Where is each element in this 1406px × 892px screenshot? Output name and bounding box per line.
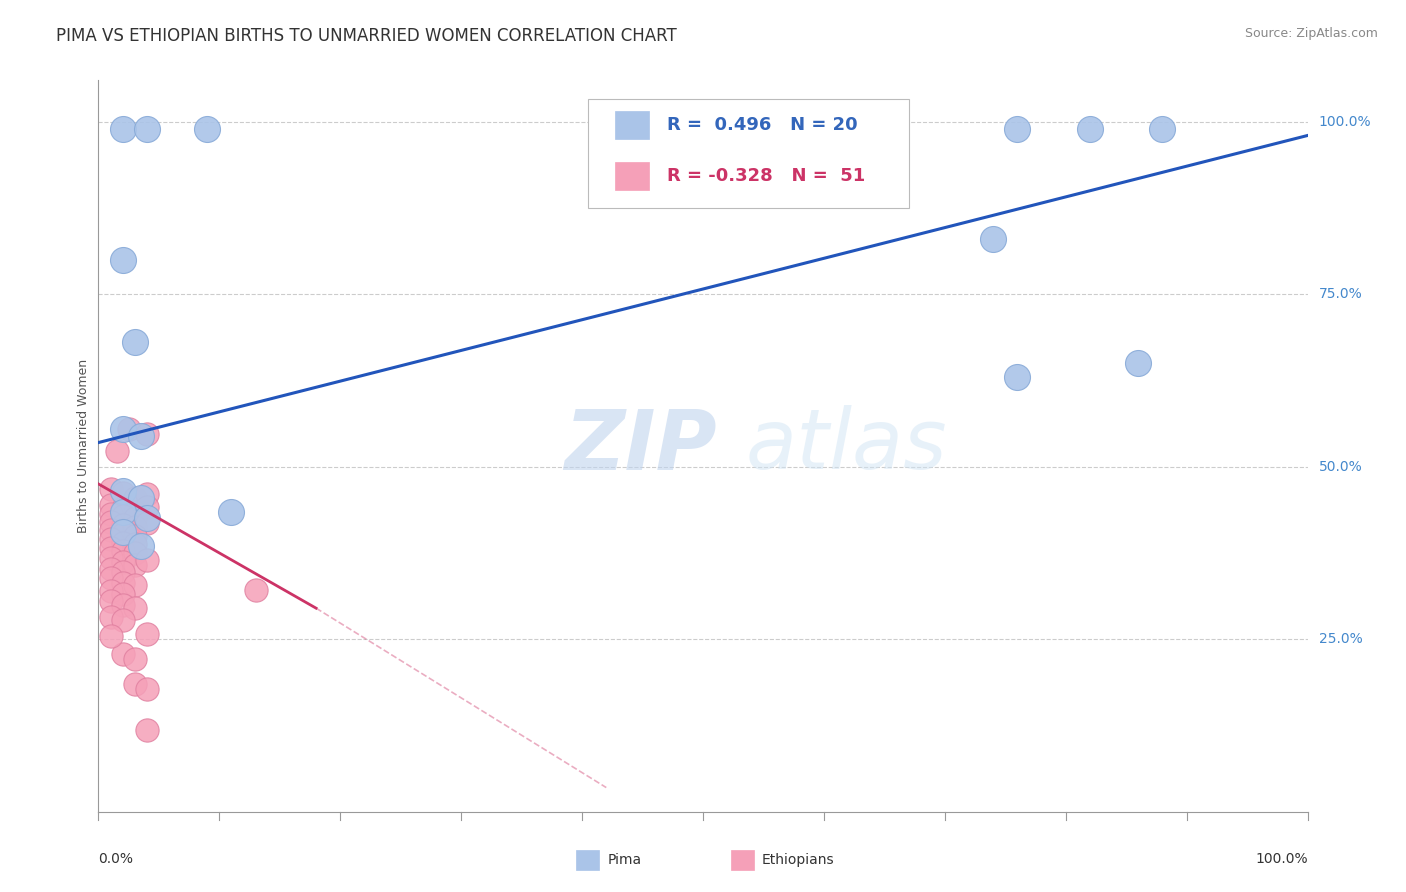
Point — [124, 335, 146, 350]
Point — [135, 681, 157, 696]
Point — [100, 629, 122, 643]
Point — [129, 491, 152, 505]
Text: 100.0%: 100.0% — [1256, 852, 1308, 866]
Text: Source: ZipAtlas.com: Source: ZipAtlas.com — [1244, 27, 1378, 40]
Bar — [614, 111, 648, 139]
Point — [111, 598, 134, 612]
Point — [111, 486, 134, 500]
Point — [135, 553, 157, 567]
Point — [100, 532, 122, 546]
Point — [1007, 121, 1029, 136]
Point — [135, 723, 157, 738]
Point — [100, 562, 122, 576]
Text: 25.0%: 25.0% — [1319, 632, 1362, 646]
Point — [111, 613, 134, 627]
Point — [135, 626, 157, 640]
Point — [124, 677, 146, 691]
Text: R = -0.328   N =  51: R = -0.328 N = 51 — [666, 167, 865, 186]
Point — [111, 483, 134, 498]
Text: Ethiopians: Ethiopians — [762, 853, 835, 867]
FancyBboxPatch shape — [588, 99, 908, 209]
Point — [111, 121, 134, 136]
Point — [105, 443, 128, 458]
Point — [124, 558, 146, 572]
Point — [100, 594, 122, 608]
Point — [124, 537, 146, 551]
Point — [100, 541, 122, 555]
Point — [100, 507, 122, 521]
Text: 100.0%: 100.0% — [1319, 115, 1371, 128]
Point — [111, 535, 134, 549]
Point — [124, 578, 146, 592]
Point — [124, 546, 146, 560]
Point — [100, 498, 122, 512]
Point — [100, 523, 122, 537]
Text: 0.0%: 0.0% — [98, 852, 134, 866]
Point — [135, 500, 157, 514]
Text: R =  0.496   N = 20: R = 0.496 N = 20 — [666, 116, 858, 134]
Point — [111, 648, 134, 662]
Point — [1007, 370, 1029, 384]
Text: 75.0%: 75.0% — [1319, 287, 1362, 301]
Point — [124, 504, 146, 518]
Point — [1128, 356, 1150, 370]
Point — [124, 529, 146, 543]
Point — [124, 601, 146, 615]
Point — [111, 252, 134, 267]
Point — [100, 572, 122, 586]
Point — [111, 565, 134, 579]
Point — [124, 520, 146, 534]
Point — [111, 422, 134, 436]
Point — [245, 582, 267, 597]
Point — [124, 491, 146, 505]
Point — [135, 121, 157, 136]
Text: PIMA VS ETHIOPIAN BIRTHS TO UNMARRIED WOMEN CORRELATION CHART: PIMA VS ETHIOPIAN BIRTHS TO UNMARRIED WO… — [56, 27, 678, 45]
Point — [221, 504, 243, 518]
Point — [111, 509, 134, 524]
Text: atlas: atlas — [745, 406, 948, 486]
Y-axis label: Births to Unmarried Women: Births to Unmarried Women — [77, 359, 90, 533]
Point — [1152, 121, 1174, 136]
Point — [124, 651, 146, 665]
Point — [195, 121, 218, 136]
Point — [118, 422, 141, 436]
Text: Pima: Pima — [607, 853, 641, 867]
Point — [111, 555, 134, 569]
Bar — [614, 162, 648, 190]
Point — [135, 487, 157, 501]
Point — [135, 511, 157, 525]
Point — [100, 583, 122, 598]
Point — [129, 539, 152, 553]
Point — [111, 518, 134, 533]
Point — [111, 526, 134, 541]
Point — [100, 515, 122, 529]
Point — [100, 482, 122, 496]
Point — [111, 525, 134, 540]
Point — [100, 610, 122, 624]
Point — [129, 428, 152, 442]
Text: 50.0%: 50.0% — [1319, 459, 1362, 474]
Point — [111, 504, 134, 518]
Point — [981, 232, 1004, 246]
Point — [1078, 121, 1101, 136]
Text: ZIP: ZIP — [564, 406, 717, 486]
Point — [124, 511, 146, 525]
Point — [111, 575, 134, 590]
Point — [111, 501, 134, 516]
Point — [111, 587, 134, 601]
Point — [111, 544, 134, 558]
Point — [135, 426, 157, 441]
Point — [135, 516, 157, 531]
Point — [100, 550, 122, 565]
